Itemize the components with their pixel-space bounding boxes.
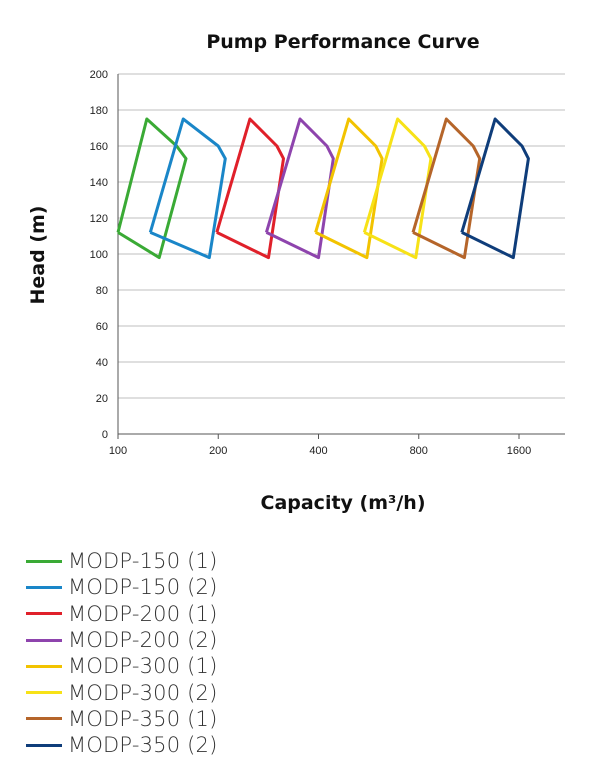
series-lines: [116, 117, 530, 260]
y-tick-labels: 0 20 40 60 80 100 120 140 160 180 200: [90, 69, 108, 441]
y-tick-label: 160: [90, 141, 108, 153]
y-tick-label: 40: [96, 357, 108, 369]
series-line-8: [460, 117, 530, 260]
y-tick-label: 60: [96, 321, 108, 333]
x-tick-label: 100: [109, 445, 127, 457]
legend-item: MODP-200 (1): [26, 601, 218, 627]
legend-swatch: [26, 638, 62, 642]
chart: Pump Performance Curve 0 20 40 60 80 100 120 14…: [27, 31, 565, 514]
legend-swatch: [26, 743, 62, 747]
gridlines: [117, 73, 565, 439]
series-line-1: [116, 117, 188, 260]
y-axis-label: Head (m): [27, 206, 49, 305]
legend-swatch: [26, 717, 62, 721]
legend-swatch: [26, 559, 62, 563]
series-line-5: [314, 117, 384, 260]
legend: MODP-150 (1) MODP-150 (2) MODP-200 (1) MODP…: [26, 548, 218, 758]
y-tick-label: 140: [90, 177, 108, 189]
series-line-7: [411, 117, 482, 260]
legend-item: MODP-150 (2): [26, 574, 218, 600]
series-line-3: [215, 117, 285, 260]
x-axis-label: Capacity (m³/h): [261, 492, 426, 514]
series-line-2: [148, 117, 227, 260]
x-tick-label: 200: [209, 445, 227, 457]
legend-swatch: [26, 691, 62, 695]
legend-label: MODP-200 (1): [68, 601, 218, 626]
chart-title: Pump Performance Curve: [206, 31, 479, 53]
y-tick-label: 20: [96, 393, 108, 405]
legend-item: MODP-300 (2): [26, 679, 218, 705]
legend-item: MODP-350 (2): [26, 732, 218, 758]
legend-item: MODP-350 (1): [26, 706, 218, 732]
legend-label: MODP-350 (2): [68, 733, 218, 758]
legend-label: MODP-350 (1): [68, 706, 218, 731]
legend-label: MODP-150 (1): [68, 549, 218, 574]
y-tick-label: 180: [90, 105, 108, 117]
legend-item: MODP-150 (1): [26, 548, 218, 574]
legend-label: MODP-300 (1): [68, 654, 218, 679]
legend-label: MODP-150 (2): [68, 575, 218, 600]
y-tick-label: 120: [90, 213, 108, 225]
x-tick-labels: 100 200 400 800 1600: [109, 445, 531, 457]
series-line-4: [264, 117, 335, 260]
legend-swatch: [26, 612, 62, 616]
x-tick-label: 1600: [507, 445, 531, 457]
y-tick-label: 200: [90, 69, 108, 81]
legend-item: MODP-200 (2): [26, 627, 218, 653]
series-line-6: [362, 117, 433, 260]
legend-item: MODP-300 (1): [26, 653, 218, 679]
legend-swatch: [26, 585, 62, 589]
y-tick-label: 0: [102, 429, 108, 441]
y-tick-label: 100: [90, 249, 108, 261]
legend-label: MODP-300 (2): [68, 680, 218, 705]
x-tick-label: 400: [309, 445, 327, 457]
legend-swatch: [26, 664, 62, 668]
x-tick-label: 800: [410, 445, 428, 457]
y-tick-label: 80: [96, 285, 108, 297]
legend-label: MODP-200 (2): [68, 628, 218, 653]
